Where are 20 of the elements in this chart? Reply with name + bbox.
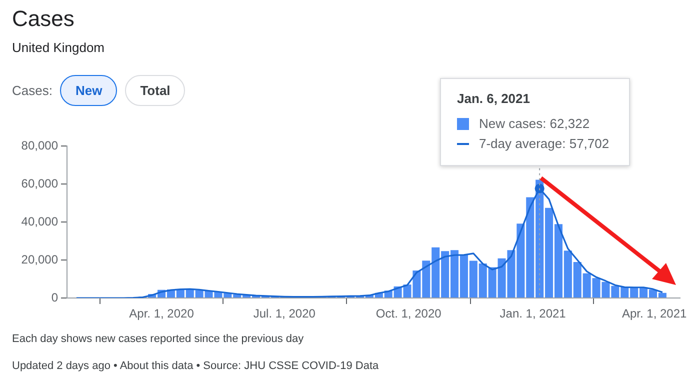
chart-title: Cases xyxy=(12,6,74,32)
chart-subtitle: United Kingdom xyxy=(12,40,104,55)
y-tick-label: 40,000 xyxy=(21,214,58,228)
x-tick-label: Apr. 1, 2020 xyxy=(129,306,194,321)
x-tick-label: Oct. 1, 2020 xyxy=(376,306,442,321)
y-tick-label: 80,000 xyxy=(21,138,58,153)
x-tick-label: Apr. 1, 2021 xyxy=(622,306,688,321)
text: New cases: 62,322 xyxy=(479,116,590,131)
x-tick-label: Jan. 1, 2021 xyxy=(500,306,566,321)
y-tick-label: 20,000 xyxy=(21,252,58,266)
text: Each day shows new cases reported since the previous day xyxy=(12,333,304,345)
text: Cases: xyxy=(12,83,52,98)
text: Jan. 6, 2021 xyxy=(457,91,531,106)
text: 7-day average: 57,702 xyxy=(479,136,610,151)
y-tick-label: 60,000 xyxy=(21,176,58,190)
text: Updated 2 days ago • About this data • Source: JHU CSSE COVID-19 Data xyxy=(12,360,379,372)
y-tick-label: 0 xyxy=(51,290,58,304)
x-tick-label: Jul. 1, 2020 xyxy=(253,306,316,321)
text: New xyxy=(60,75,118,106)
text: Total xyxy=(125,75,186,106)
